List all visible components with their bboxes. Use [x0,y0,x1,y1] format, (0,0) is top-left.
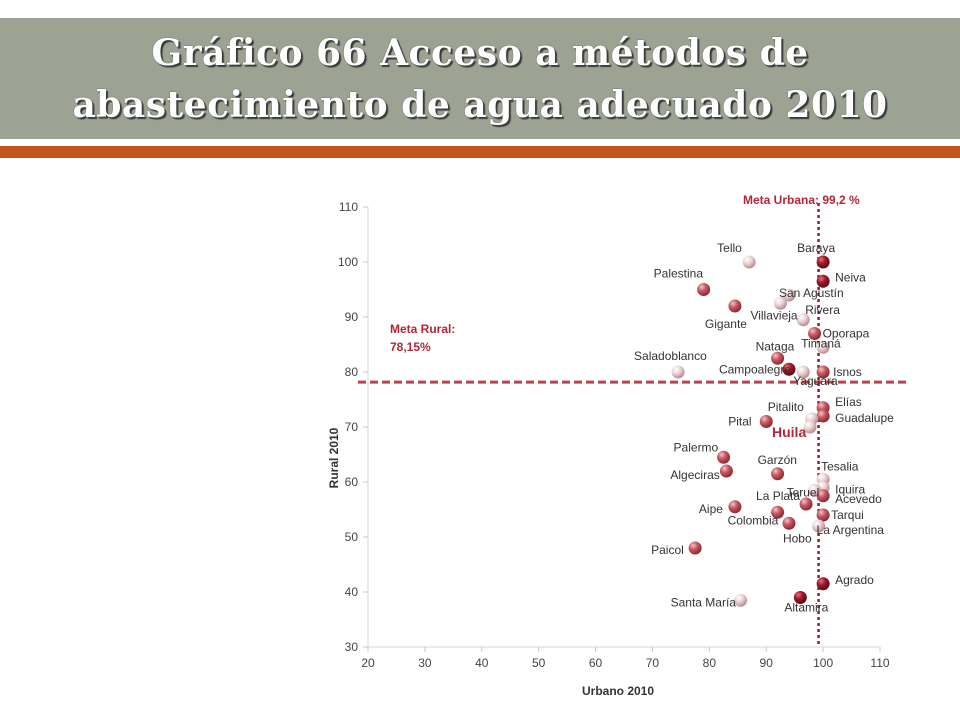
data-point-label: Gigante [705,317,747,331]
data-point-label: Aipe [699,502,723,516]
data-point-label: Altamira [784,601,828,615]
x-tick-label: 90 [760,656,774,670]
data-point-label: Timaná [801,336,841,350]
data-point [816,409,830,423]
data-point-label: Campoalegre [719,362,791,376]
data-point [782,288,796,302]
data-point [742,255,756,269]
data-point-label: Nataga [756,339,795,353]
title-band: Gráfico 66 Acceso a métodos de abastecim… [0,18,960,139]
data-point-label: Rivera [805,303,840,317]
meta-rural-label-2: 78,15% [390,340,431,354]
y-tick-label: 100 [338,255,358,269]
data-point-label: Tarqui [831,508,864,522]
data-point-label: Guadalupe [835,411,894,425]
data-point [816,508,830,522]
data-point [771,467,785,481]
data-point [793,591,807,604]
data-point-label: Pitalito [768,400,804,414]
data-point [688,541,702,555]
x-tick-label: 20 [361,656,375,670]
data-point [719,464,733,478]
data-point [759,415,773,428]
data-point-label: Neiva [835,270,866,284]
data-point-label: Pital [728,415,751,429]
x-tick-label: 50 [532,656,546,670]
data-point [734,593,748,607]
data-point-label: Saladoblanco [634,349,707,363]
x-tick-label: 70 [646,656,660,670]
data-point [803,420,817,434]
data-point [816,489,830,503]
data-point [816,274,830,288]
x-tick-label: 80 [703,656,717,670]
y-tick-label: 50 [345,530,359,544]
data-point-label: Garzón [758,453,797,467]
data-point-label: Teruel [787,485,820,499]
data-point [816,255,830,269]
data-point-label: Acevedo [835,492,882,506]
data-point-label: Colombia [728,513,779,527]
y-tick-label: 110 [339,200,358,214]
x-tick-label: 60 [589,656,603,670]
data-point-label: Algeciras [670,468,719,482]
data-point-label: Yaguara [793,374,838,388]
y-axis-title: Rural 2010 [327,427,341,488]
data-point-label: Isnos [833,365,862,379]
slide-title-line1: Gráfico 66 Acceso a métodos de [151,32,809,74]
x-tick-label: 100 [813,656,833,670]
data-point-label: Elías [835,395,862,409]
y-tick-label: 90 [345,310,359,324]
data-point-label: La Plata [756,489,800,503]
data-point [771,351,785,365]
data-point [697,283,711,296]
data-point [796,365,810,379]
data-point-label: Villavieja [750,308,797,322]
data-point-label: Santa María [671,595,737,609]
huila-label: Huila [772,424,806,440]
meta-urbana-label: Meta Urbana: 99,2 % [743,193,860,207]
data-point [671,365,685,379]
data-point-label: Palermo [674,440,719,454]
data-point-label: Agrado [835,573,874,587]
accent-bar [0,146,960,158]
title-divider [0,141,960,143]
data-point [717,450,731,464]
data-point-label: San Agustín [779,286,844,300]
data-point [808,327,822,340]
data-point-label: Tesalia [821,459,859,473]
data-point [728,299,742,313]
y-tick-label: 30 [345,640,359,654]
data-point [771,505,785,519]
data-point [728,500,742,514]
y-tick-label: 40 [345,585,359,599]
data-point [782,362,796,376]
data-point [773,296,787,310]
scatter-chart: 20 30 40 50 60 70 80 90 100 110304050607080901001… [327,193,906,698]
data-point-label: Baraya [797,241,835,255]
data-point [816,365,830,379]
x-tick-label: 110 [870,656,889,670]
y-tick-label: 80 [345,365,359,379]
x-tick-label: 30 [418,656,432,670]
data-point [796,313,810,327]
x-axis-title: Urbano 2010 [582,684,654,698]
data-point [782,516,796,530]
x-tick-label: 40 [475,656,489,670]
data-point-label: Iquira [835,483,865,497]
data-point-label: La Argentina [817,523,885,537]
data-point-label: Paicol [651,543,684,557]
data-point [812,519,826,533]
meta-rural-label-1: Meta Rural: [390,322,455,336]
y-tick-label: 60 [345,475,359,489]
data-point-label: Oporapa [823,327,870,341]
data-point-label: Palestina [654,267,704,281]
y-tick-label: 70 [345,420,359,434]
data-point [799,497,813,511]
data-point [816,340,830,354]
data-point [816,577,830,591]
slide-title-line2: abastecimiento de agua adecuado 2010 [72,84,888,126]
data-point-label: Tello [717,241,742,255]
data-point-label: Hobo [783,531,812,545]
